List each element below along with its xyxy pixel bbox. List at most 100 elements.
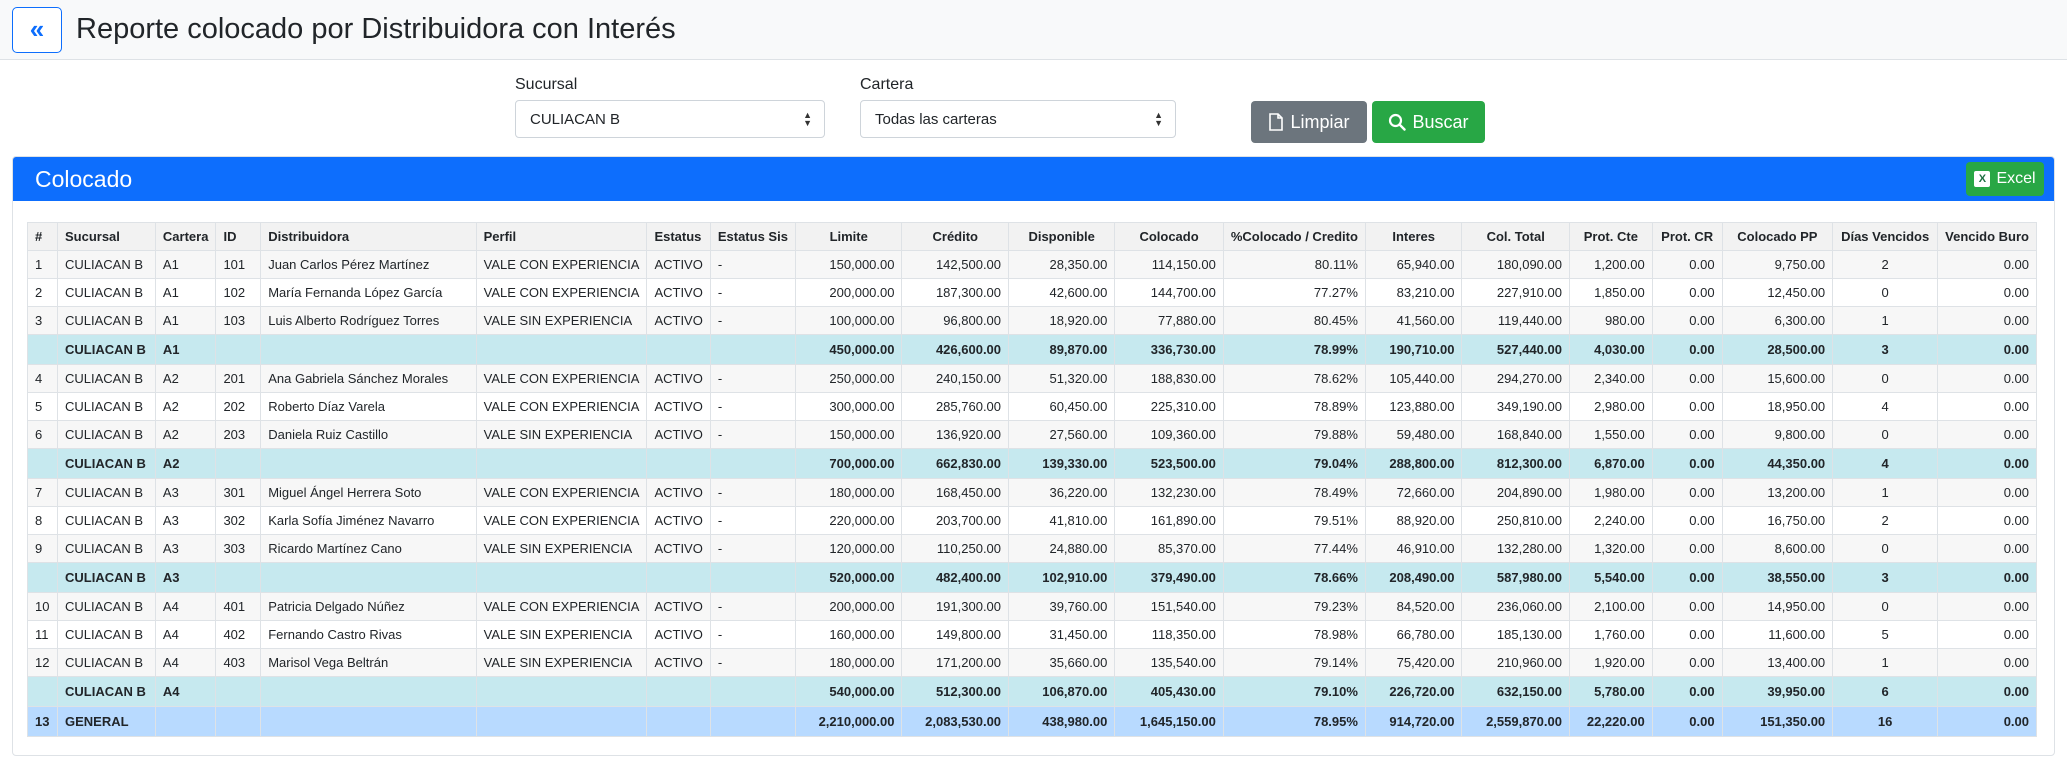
- table-cell: 236,060.00: [1461, 592, 1570, 621]
- select-arrows-icon: ▲ ▼: [1154, 110, 1163, 128]
- table-cell: Juan Carlos Pérez Martínez: [260, 250, 477, 279]
- table-cell: 3: [1832, 562, 1939, 593]
- table-cell: 200,000.00: [794, 592, 903, 621]
- table-cell: 250,810.00: [1461, 506, 1570, 535]
- table-cell: [475, 676, 648, 707]
- table-cell: 109,360.00: [1114, 420, 1224, 449]
- table-cell: A2: [154, 364, 217, 393]
- column-header[interactable]: Distribuidora: [260, 222, 477, 251]
- column-header[interactable]: Vencido Buro: [1937, 222, 2037, 251]
- table-cell: 78.89%: [1222, 392, 1366, 421]
- table-cell: [27, 334, 58, 365]
- table-cell: CULIACAN B: [56, 562, 156, 593]
- table-cell: 0.00: [1937, 478, 2037, 507]
- table-cell: CULIACAN B: [56, 306, 156, 335]
- table-cell: 88,920.00: [1364, 506, 1463, 535]
- table-cell: 0: [1832, 592, 1939, 621]
- table-cell: CULIACAN B: [56, 334, 156, 365]
- column-header[interactable]: Prot. Cte: [1568, 222, 1653, 251]
- table-cell: ACTIVO: [646, 364, 711, 393]
- table-cell: CULIACAN B: [56, 676, 156, 707]
- table-cell: 39,760.00: [1008, 592, 1116, 621]
- table-cell: 12: [27, 648, 58, 677]
- column-header[interactable]: ID: [215, 222, 262, 251]
- buscar-label: Buscar: [1412, 111, 1469, 132]
- column-header[interactable]: Estatus Sis: [709, 222, 796, 251]
- table-cell: [260, 562, 477, 593]
- table-cell: 149,800.00: [901, 620, 1010, 649]
- column-header[interactable]: Días Vencidos: [1832, 222, 1939, 251]
- table-cell: 144,700.00: [1114, 278, 1224, 307]
- table-cell: 9,750.00: [1721, 250, 1834, 279]
- buscar-button[interactable]: Buscar: [1372, 101, 1485, 143]
- back-button[interactable]: «: [12, 6, 62, 53]
- table-cell: ACTIVO: [646, 592, 711, 621]
- excel-button[interactable]: X Excel: [1966, 162, 2044, 196]
- table-cell: 79.10%: [1222, 676, 1366, 707]
- table-cell: Luis Alberto Rodríguez Torres: [260, 306, 477, 335]
- sucursal-select[interactable]: CULIACAN B ▲ ▼: [515, 100, 825, 138]
- table-cell: 523,500.00: [1114, 448, 1224, 479]
- table-row: 8 CULIACAN B A3 302 Karla Sofía Jiménez Nava…: [27, 506, 2037, 535]
- table-cell: -: [709, 478, 796, 507]
- file-icon: [1269, 113, 1284, 131]
- column-header[interactable]: Limite: [794, 222, 903, 251]
- table-row: 5 CULIACAN B A2 202 Roberto Díaz Varela VALE …: [27, 392, 2037, 421]
- table-cell: CULIACAN B: [56, 420, 156, 449]
- table-cell: A3: [154, 506, 217, 535]
- table-cell: [709, 706, 796, 737]
- table-cell: 0.00: [1937, 334, 2037, 365]
- table-cell: 105,440.00: [1364, 364, 1463, 393]
- table-cell: [27, 448, 58, 479]
- table-cell: 2,210,000.00: [794, 706, 903, 737]
- table-cell: [646, 448, 711, 479]
- table-cell: CULIACAN B: [56, 250, 156, 279]
- column-header[interactable]: Col. Total: [1461, 222, 1570, 251]
- table-cell: 79.88%: [1222, 420, 1366, 449]
- table-cell: 38,550.00: [1721, 562, 1834, 593]
- column-header[interactable]: Prot. CR: [1651, 222, 1723, 251]
- table-cell: 4: [27, 364, 58, 393]
- limpiar-button[interactable]: Limpiar: [1251, 101, 1367, 143]
- table-cell: 0.00: [1651, 278, 1723, 307]
- table-cell: 226,720.00: [1364, 676, 1463, 707]
- table-cell: 65,940.00: [1364, 250, 1463, 279]
- cartera-label: Cartera: [860, 76, 914, 93]
- table-cell: 5: [1832, 620, 1939, 649]
- table-cell: 35,660.00: [1008, 648, 1116, 677]
- table-cell: CULIACAN B: [56, 592, 156, 621]
- column-header[interactable]: Estatus: [646, 222, 711, 251]
- excel-label: Excel: [1996, 170, 2036, 187]
- table-cell: ACTIVO: [646, 478, 711, 507]
- table-cell: 303: [215, 534, 262, 563]
- table-cell: 8: [27, 506, 58, 535]
- table-cell: A4: [154, 620, 217, 649]
- table-cell: 132,230.00: [1114, 478, 1224, 507]
- column-header[interactable]: Sucursal: [56, 222, 156, 251]
- column-header[interactable]: Colocado: [1114, 222, 1224, 251]
- column-header[interactable]: Interes: [1364, 222, 1463, 251]
- table-cell: CULIACAN B: [56, 648, 156, 677]
- table-cell: [215, 562, 262, 593]
- subtotal-row: CULIACAN B A2 700,000.00 662,830.00 139,330.…: [27, 448, 2037, 479]
- table-cell: 227,910.00: [1461, 278, 1570, 307]
- column-header[interactable]: #: [27, 222, 58, 251]
- column-header[interactable]: Colocado PP: [1721, 222, 1834, 251]
- sucursal-filter: Sucursal CULIACAN B ▲ ▼: [515, 76, 825, 138]
- table-header-row: # Sucursal Cartera ID Distribuidora Perfil Est…: [27, 222, 2037, 251]
- column-header[interactable]: Cartera: [154, 222, 217, 251]
- table-cell: Fernando Castro Rivas: [260, 620, 477, 649]
- column-header[interactable]: %Colocado / Credito: [1222, 222, 1366, 251]
- table-row: 10 CULIACAN B A4 401 Patricia Delgado Núñez V…: [27, 592, 2037, 621]
- table-cell: CULIACAN B: [56, 392, 156, 421]
- table-cell: 0.00: [1937, 562, 2037, 593]
- column-header[interactable]: Crédito: [901, 222, 1010, 251]
- column-header[interactable]: Disponible: [1008, 222, 1116, 251]
- table-cell: 0.00: [1651, 448, 1723, 479]
- table-cell: 80.11%: [1222, 250, 1366, 279]
- column-header[interactable]: Perfil: [475, 222, 648, 251]
- table-cell: 10: [27, 592, 58, 621]
- cartera-select[interactable]: Todas las carteras ▲ ▼: [860, 100, 1176, 138]
- table-cell: 13: [27, 706, 58, 737]
- table-cell: 5,780.00: [1568, 676, 1653, 707]
